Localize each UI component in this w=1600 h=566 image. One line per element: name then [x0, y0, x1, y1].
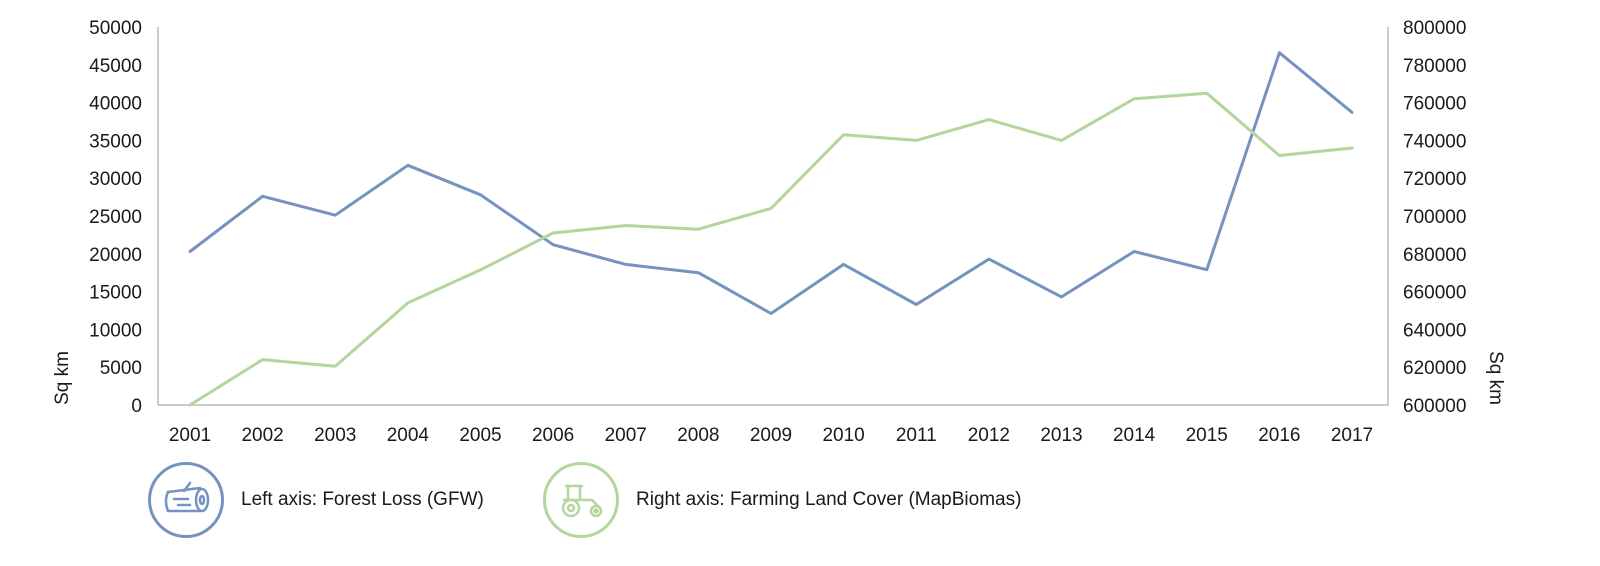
- x-tick-label: 2004: [387, 425, 430, 446]
- x-tick-label: 2011: [896, 425, 937, 446]
- right-tick-label: 600000: [1403, 396, 1466, 417]
- right-tick-label: 760000: [1403, 94, 1466, 115]
- x-axis-ticks: 2001 2002 2003 2004 2005 2006 2007 2008 2009 2010…: [169, 425, 1373, 446]
- x-tick-label: 2014: [1113, 425, 1156, 446]
- x-tick-label: 2006: [532, 425, 574, 446]
- x-tick-label: 2009: [750, 425, 792, 446]
- legend-label-farming: Right axis: Farming Land Cover (MapBioma…: [636, 489, 1022, 510]
- right-tick-label: 780000: [1403, 56, 1466, 77]
- x-tick-label: 2003: [314, 425, 356, 446]
- legend-item-forest-loss: Left axis: Forest Loss (GFW): [148, 462, 484, 538]
- left-tick-label: 0: [131, 396, 142, 417]
- left-tick-label: 10000: [89, 320, 142, 341]
- x-tick-label: 2015: [1186, 425, 1228, 446]
- x-tick-label: 2001: [169, 425, 211, 446]
- forest-loss-line: [188, 51, 1354, 315]
- left-tick-label: 50000: [89, 18, 142, 39]
- left-axis-ticks: 0 5000 10000 15000 20000 25000 30000 35000 40000…: [89, 18, 142, 417]
- x-tick-label: 2017: [1331, 425, 1373, 446]
- left-tick-label: 15000: [89, 283, 142, 304]
- left-tick-label: 40000: [89, 94, 142, 115]
- x-tick-label: 2016: [1258, 425, 1300, 446]
- series-lines: [188, 51, 1354, 407]
- legend-item-farming: Right axis: Farming Land Cover (MapBioma…: [543, 462, 1021, 538]
- right-tick-label: 720000: [1403, 169, 1466, 190]
- tractor-icon: [543, 462, 619, 538]
- left-tick-label: 35000: [89, 131, 142, 152]
- left-tick-label: 30000: [89, 169, 142, 190]
- farming-land-cover-line: [188, 91, 1354, 407]
- x-tick-label: 2013: [1040, 425, 1082, 446]
- left-tick-label: 5000: [100, 358, 142, 379]
- right-tick-label: 640000: [1403, 320, 1466, 341]
- x-tick-label: 2002: [241, 425, 283, 446]
- left-tick-label: 25000: [89, 207, 142, 228]
- x-tick-label: 2012: [968, 425, 1010, 446]
- right-axis-ticks: 600000 620000 640000 660000 680000 700000 7200…: [1403, 18, 1466, 417]
- x-tick-label: 2008: [677, 425, 719, 446]
- left-tick-label: 20000: [89, 245, 142, 266]
- right-tick-label: 700000: [1403, 207, 1466, 228]
- x-tick-label: 2010: [822, 425, 864, 446]
- log-icon: [148, 462, 224, 538]
- left-tick-label: 45000: [89, 56, 142, 77]
- right-tick-label: 680000: [1403, 245, 1466, 266]
- right-axis-title: Sq km: [1485, 351, 1506, 405]
- right-tick-label: 620000: [1403, 358, 1466, 379]
- left-axis-title: Sq km: [52, 351, 73, 405]
- right-tick-label: 660000: [1403, 283, 1466, 304]
- right-tick-label: 800000: [1403, 18, 1466, 39]
- right-tick-label: 740000: [1403, 131, 1466, 152]
- chart-axes: [157, 27, 1389, 406]
- x-tick-label: 2005: [459, 425, 501, 446]
- legend-label-forest-loss: Left axis: Forest Loss (GFW): [241, 489, 484, 510]
- x-tick-label: 2007: [605, 425, 647, 446]
